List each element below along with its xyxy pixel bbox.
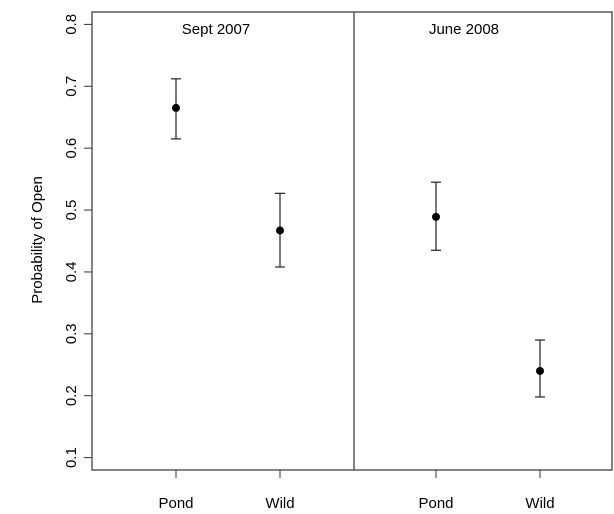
y-tick-label: 0.2 — [63, 385, 80, 406]
x-tick-label: Wild — [265, 495, 294, 512]
x-tick-label: Pond — [158, 495, 193, 512]
y-axis: 0.1 0.2 0.3 0.4 0.5 0.6 0.7 0.8 — [63, 14, 92, 468]
y-tick-label: 0.6 — [63, 138, 80, 159]
data-point — [536, 366, 544, 375]
y-tick-label: 0.8 — [63, 14, 80, 35]
x-tick-label: Pond — [418, 495, 453, 512]
y-tick-label: 0.3 — [63, 323, 80, 344]
panel-title: June 2008 — [429, 21, 499, 38]
y-axis-label: Probability of Open — [29, 176, 46, 304]
data-point — [276, 226, 284, 235]
y-tick-label: 0.5 — [63, 200, 80, 221]
panel-1: Sept 2007 Pond Wild — [158, 21, 294, 512]
y-tick-label: 0.1 — [63, 447, 80, 468]
plot-frame — [91, 11, 613, 471]
plot-border — [91, 11, 613, 471]
panel-title: Sept 2007 — [182, 21, 250, 38]
panel-2: June 2008 Pond Wild — [353, 12, 555, 512]
x-tick-label: Wild — [525, 495, 554, 512]
data-point — [432, 212, 440, 221]
y-tick-label: 0.4 — [63, 262, 80, 283]
data-point — [172, 103, 180, 112]
panels: Sept 2007 Pond Wild June 2008 Pond Wild — [158, 12, 555, 512]
y-tick-label: 0.7 — [63, 76, 80, 97]
